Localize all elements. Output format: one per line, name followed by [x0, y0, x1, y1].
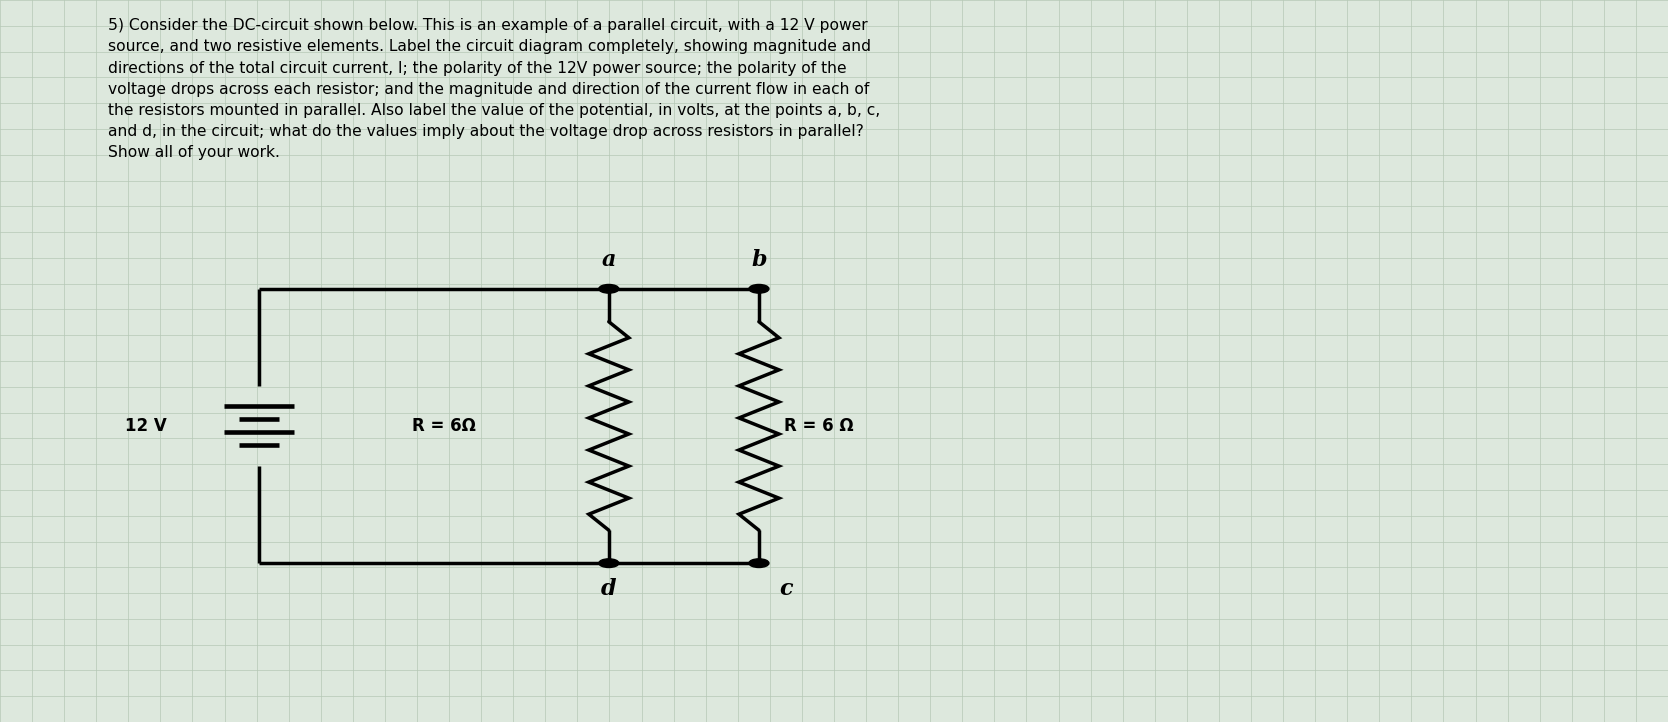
Text: R = 6Ω: R = 6Ω — [412, 417, 475, 435]
Text: b: b — [751, 249, 767, 271]
Text: d: d — [600, 578, 617, 599]
Text: c: c — [779, 578, 792, 599]
Circle shape — [749, 559, 769, 567]
Text: 12 V: 12 V — [125, 417, 167, 435]
Text: R = 6 Ω: R = 6 Ω — [784, 417, 854, 435]
Text: a: a — [602, 249, 615, 271]
Circle shape — [599, 284, 619, 293]
Circle shape — [599, 559, 619, 567]
Text: 5) Consider the DC-circuit shown below. This is an example of a parallel circuit: 5) Consider the DC-circuit shown below. … — [108, 18, 881, 160]
Circle shape — [749, 284, 769, 293]
